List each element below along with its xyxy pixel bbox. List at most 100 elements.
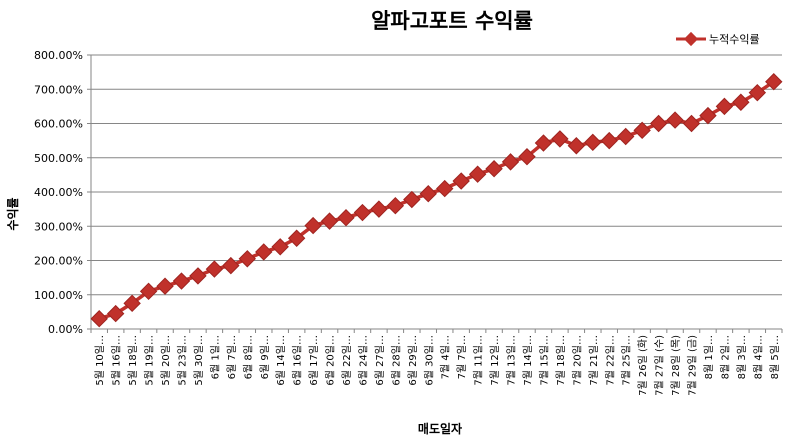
data-point xyxy=(419,185,437,203)
x-tick-label: 7월 4일… xyxy=(440,335,452,379)
x-tick-label: 6월 1일… xyxy=(209,335,221,379)
x-tick-label: 5월 20일… xyxy=(160,335,172,386)
data-point xyxy=(584,133,602,152)
y-tick-label: 0.00% xyxy=(48,323,83,336)
x-tick-label: 6월 22일… xyxy=(341,335,353,386)
data-point xyxy=(123,294,141,313)
data-point xyxy=(271,238,289,256)
x-tick-label: 7월 11일… xyxy=(473,335,485,386)
data-point xyxy=(255,243,273,261)
data-point xyxy=(403,190,421,209)
x-tick-label: 7월 15일… xyxy=(538,335,550,386)
x-tick-label: 7월 12일… xyxy=(489,335,501,386)
data-point xyxy=(436,179,454,198)
data-point xyxy=(633,121,651,140)
x-tick-label: 7월 22일… xyxy=(604,335,616,386)
data-point xyxy=(189,267,207,285)
data-point xyxy=(748,83,767,102)
legend-label: 누적수익률 xyxy=(709,33,760,46)
data-point xyxy=(205,260,224,278)
data-point xyxy=(238,250,257,268)
legend-marker xyxy=(683,31,699,47)
x-tick-label: 5월 18일… xyxy=(127,335,139,386)
y-tick-label: 300.00% xyxy=(34,220,83,233)
x-tick-label: 8월 4일… xyxy=(752,335,764,379)
y-axis-ticks: 0.00% 100.00% 200.00% 300.00% 400.00% 500.00%… xyxy=(34,49,91,336)
data-point xyxy=(732,93,750,111)
data-point xyxy=(370,200,388,218)
data-point xyxy=(386,196,405,215)
data-point xyxy=(551,130,569,148)
data-point xyxy=(156,277,174,295)
data-point xyxy=(715,97,734,116)
x-tick-label: 6월 28일… xyxy=(390,335,402,386)
data-point xyxy=(699,106,717,125)
data-point xyxy=(320,212,339,230)
x-tick-label: 6월 16일… xyxy=(292,335,304,386)
x-tick-label: 6월 29일… xyxy=(407,335,419,386)
data-point xyxy=(139,282,158,301)
data-point xyxy=(452,172,470,190)
x-tick-label: 8월 3일… xyxy=(736,335,748,379)
data-point xyxy=(682,114,701,133)
data-point xyxy=(649,114,668,133)
data-point xyxy=(765,73,783,91)
x-tick-label: 5월 19일… xyxy=(144,335,156,386)
x-tick-label: 7월 27일 (수) xyxy=(654,335,666,396)
y-tick-label: 600.00% xyxy=(34,118,83,131)
data-point xyxy=(485,160,503,178)
y-axis-title: 수익률 xyxy=(6,197,20,230)
data-point xyxy=(616,127,635,146)
data-point xyxy=(600,131,618,150)
x-tick-label: 5월 30일… xyxy=(193,335,205,386)
data-point xyxy=(222,256,240,275)
x-tick-label: 5월 16일… xyxy=(111,335,123,386)
x-tick-label: 6월 8일… xyxy=(242,335,254,379)
x-tick-label: 7월 20일… xyxy=(571,335,583,386)
data-point xyxy=(304,216,322,235)
data-point xyxy=(666,111,684,129)
x-tick-label: 8월 2일… xyxy=(719,335,731,379)
data-point xyxy=(106,304,125,323)
x-tick-label: 7월 18일… xyxy=(555,335,567,386)
y-tick-label: 500.00% xyxy=(34,152,83,165)
data-point xyxy=(534,134,553,152)
x-tick-label: 7월 29일 (금) xyxy=(687,335,699,396)
x-tick-label: 7월 28일 (목) xyxy=(670,335,682,396)
y-tick-label: 100.00% xyxy=(34,289,83,302)
x-axis-ticks: 5월 10일… 5월 16일… 5월 18일… 5월 19일… 5월 20일… 5월 23… xyxy=(90,329,783,396)
x-tick-label: 7월 21일… xyxy=(588,335,600,386)
y-tick-label: 800.00% xyxy=(34,49,83,62)
data-point xyxy=(468,165,487,183)
x-tick-label: 6월 17일… xyxy=(308,335,320,386)
x-tick-label: 6월 14일… xyxy=(275,335,287,386)
data-point xyxy=(353,203,372,222)
x-tick-label: 8월 1일… xyxy=(703,335,715,379)
y-tick-label: 700.00% xyxy=(34,83,83,96)
x-tick-label: 7월 7일… xyxy=(456,335,468,379)
x-tick-label: 7월 14일… xyxy=(522,335,534,386)
y-tick-label: 200.00% xyxy=(34,255,83,268)
x-tick-label: 6월 30일… xyxy=(423,335,435,386)
x-tick-label: 7월 25일… xyxy=(621,335,633,386)
grid xyxy=(91,54,782,296)
x-tick-label: 6월 20일… xyxy=(325,335,337,386)
x-tick-label: 6월 27일… xyxy=(374,335,386,386)
x-tick-label: 7월 26일 (화) xyxy=(637,335,649,396)
x-axis-title: 매도일자 xyxy=(418,421,462,436)
data-point xyxy=(172,272,191,290)
data-point xyxy=(337,208,355,227)
data-point xyxy=(287,229,306,247)
y-tick-label: 400.00% xyxy=(34,186,83,199)
x-tick-label: 8월 5일… xyxy=(769,335,781,379)
data-point xyxy=(501,153,520,171)
data-point xyxy=(90,310,108,328)
x-tick-label: 7월 13일… xyxy=(506,335,518,386)
x-tick-label: 5월 23일… xyxy=(176,335,188,386)
series-layer xyxy=(90,73,783,328)
x-tick-label: 5월 10일… xyxy=(94,335,106,386)
x-tick-label: 6월 24일… xyxy=(357,335,369,386)
x-tick-label: 6월 9일… xyxy=(259,335,271,379)
legend: 누적수익률 xyxy=(676,31,760,47)
